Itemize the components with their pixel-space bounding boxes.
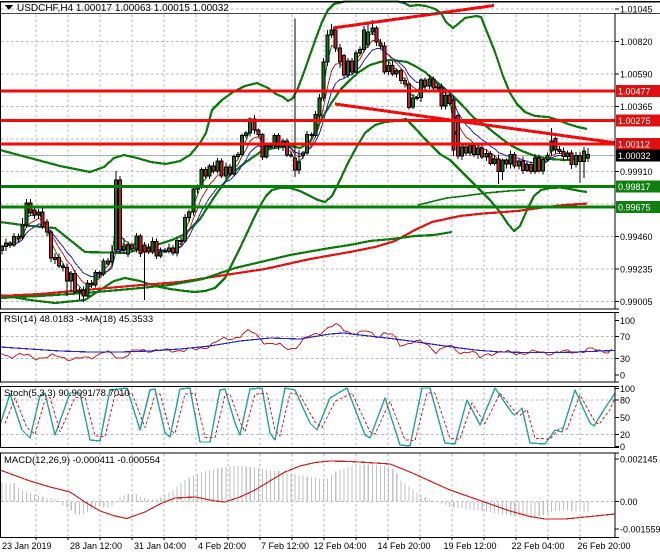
svg-text:1.00820: 1.00820 <box>620 37 653 47</box>
svg-text:-0.001559: -0.001559 <box>620 525 660 535</box>
svg-text:0.99005: 0.99005 <box>620 297 653 307</box>
svg-text:0.99675: 0.99675 <box>618 203 651 213</box>
svg-text:1.00032: 1.00032 <box>618 151 651 161</box>
svg-text:0.00: 0.00 <box>620 497 638 507</box>
svg-text:100: 100 <box>620 384 635 394</box>
svg-text:22 Feb 04:00: 22 Feb 04:00 <box>511 541 564 551</box>
svg-text:0.99460: 0.99460 <box>620 232 653 242</box>
svg-text:23 Jan 2019: 23 Jan 2019 <box>2 541 52 551</box>
svg-text:30: 30 <box>620 354 630 364</box>
svg-text:7 Feb 12:00: 7 Feb 12:00 <box>261 541 309 551</box>
svg-text:100: 100 <box>620 316 635 326</box>
svg-text:1.01045: 1.01045 <box>620 5 653 15</box>
svg-text:1.00590: 1.00590 <box>620 70 653 80</box>
svg-text:0.99235: 0.99235 <box>620 265 653 275</box>
svg-text:USDCHF,H4 1.00017 1.00063 1.00: USDCHF,H4 1.00017 1.00063 1.00015 1.0003… <box>17 3 229 14</box>
svg-text:0.002145: 0.002145 <box>620 455 658 465</box>
svg-text:80: 80 <box>620 395 630 405</box>
svg-text:4 Feb 20:00: 4 Feb 20:00 <box>198 541 246 551</box>
svg-text:12 Feb 04:00: 12 Feb 04:00 <box>313 541 366 551</box>
svg-text:RSI(14) 48.0183 ->MA(18) 45.3: RSI(14) 48.0183 ->MA(18) 45.3533 <box>4 314 153 325</box>
svg-text:Stoch(5,3,3) 90.9091/78.7010: Stoch(5,3,3) 90.9091/78.7010 <box>4 388 130 399</box>
svg-text:1.00365: 1.00365 <box>620 102 653 112</box>
svg-text:50: 50 <box>620 413 630 423</box>
svg-text:0: 0 <box>620 442 625 452</box>
svg-text:20: 20 <box>620 430 630 440</box>
svg-text:14 Feb 20:00: 14 Feb 20:00 <box>377 541 430 551</box>
svg-text:19 Feb 12:00: 19 Feb 12:00 <box>443 541 496 551</box>
svg-text:MACD(12,26,9) -0.000411 -0.000: MACD(12,26,9) -0.000411 -0.000554 <box>4 455 160 466</box>
svg-text:1.00477: 1.00477 <box>618 87 651 97</box>
svg-text:1.00275: 1.00275 <box>618 116 651 126</box>
svg-text:28 Jan 12:00: 28 Jan 12:00 <box>70 541 122 551</box>
svg-text:26 Feb 20:00: 26 Feb 20:00 <box>577 541 630 551</box>
svg-text:0.99910: 0.99910 <box>620 167 653 177</box>
svg-text:70: 70 <box>620 332 630 342</box>
svg-text:0.99817: 0.99817 <box>618 182 651 192</box>
svg-text:31 Jan 04:00: 31 Jan 04:00 <box>134 541 186 551</box>
svg-text:0: 0 <box>620 370 625 380</box>
svg-text:1.00112: 1.00112 <box>618 139 650 149</box>
